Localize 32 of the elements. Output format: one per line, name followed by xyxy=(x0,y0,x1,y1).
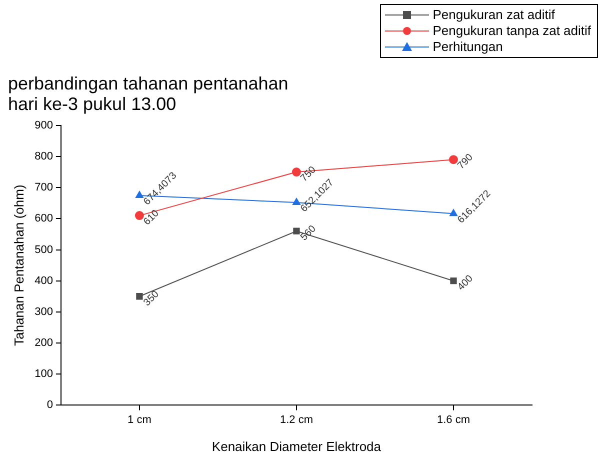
y-tick-label: 900 xyxy=(34,119,53,132)
x-tick-label: 1.6 cm xyxy=(436,414,470,426)
point xyxy=(293,228,300,234)
x-tick-label: 1.2 cm xyxy=(280,414,313,426)
y-tick-label: 0 xyxy=(46,399,53,412)
y-tick-label: 800 xyxy=(34,150,53,163)
data-label: 790 xyxy=(456,152,476,172)
y-tick-label: 200 xyxy=(34,337,53,350)
legend-label: Pengukuran tanpa zat aditif xyxy=(432,23,591,39)
legend-label: Perhitungan xyxy=(432,39,503,55)
legend-label: Pengukuran zat aditif xyxy=(432,7,555,23)
y-tick-label: 300 xyxy=(34,306,53,318)
data-label: 750 xyxy=(298,164,319,184)
point xyxy=(450,209,458,216)
point xyxy=(136,293,143,300)
x-axis-title: Kenaikan Diameter Elektroda xyxy=(212,438,382,454)
y-tick-label: 600 xyxy=(34,212,53,225)
y-tick-label: 500 xyxy=(34,244,53,256)
data-label: 560 xyxy=(298,223,319,244)
point xyxy=(134,211,144,220)
data-label: 350 xyxy=(142,288,162,308)
chart-title: perbandingan tahanan pentanahan hari ke-3 pukul 13.00 xyxy=(8,73,288,114)
x-tick-label: 1 cm xyxy=(128,414,152,426)
data-label: 610 xyxy=(142,208,162,228)
y-axis-title: Tahanan Pentanahan (ohm) xyxy=(11,184,26,346)
point xyxy=(450,278,457,284)
y-tick-label: 700 xyxy=(34,182,53,194)
data-label: 400 xyxy=(456,273,476,293)
point xyxy=(292,198,300,205)
point xyxy=(135,191,144,198)
y-tick-label: 100 xyxy=(34,368,53,380)
y-tick-label: 400 xyxy=(34,274,53,287)
